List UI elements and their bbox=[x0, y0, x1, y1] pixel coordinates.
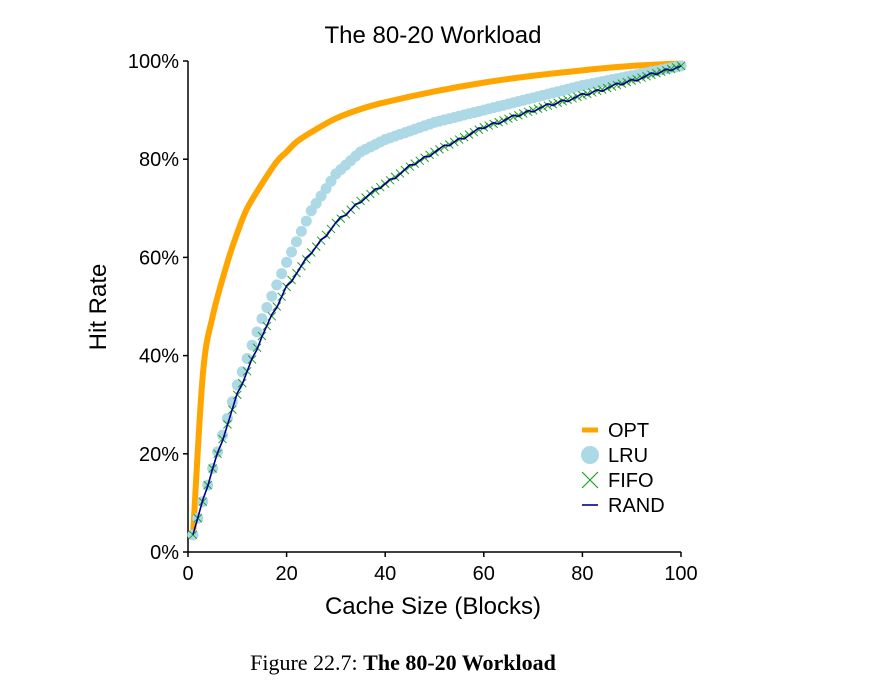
fifo-point bbox=[627, 76, 637, 85]
figure-caption: Figure 22.7: The 80-20 Workload bbox=[0, 650, 806, 676]
fifo-point bbox=[410, 159, 420, 168]
lru-point bbox=[286, 246, 298, 258]
lru-point bbox=[256, 313, 268, 325]
y-tick-label: 20% bbox=[139, 444, 179, 466]
series-fifo bbox=[188, 61, 686, 540]
fifo-point bbox=[420, 153, 429, 163]
lru-point bbox=[251, 326, 263, 338]
legend-label: RAND bbox=[608, 495, 665, 517]
fifo-point bbox=[592, 86, 602, 96]
fifo-point bbox=[647, 70, 656, 80]
fifo-point bbox=[543, 101, 553, 111]
lru-point bbox=[295, 225, 307, 237]
rand-line bbox=[192, 65, 682, 536]
legend-label: LRU bbox=[608, 445, 648, 467]
fifo-point bbox=[375, 182, 385, 192]
fifo-point bbox=[617, 79, 627, 88]
y-axis-label: Hit Rate bbox=[85, 264, 112, 351]
chart: The 80-20 Workload Hit Rate Cache Size (… bbox=[85, 22, 698, 620]
legend-item-lru: LRU bbox=[581, 445, 648, 467]
legend-item-rand: RAND bbox=[582, 495, 665, 517]
lru-point bbox=[276, 268, 288, 280]
fifo-point bbox=[459, 132, 469, 142]
legend-swatch-lru bbox=[581, 446, 599, 464]
fifo-point bbox=[405, 162, 415, 171]
fifo-point bbox=[440, 142, 449, 152]
caption-prefix: Figure 22.7: bbox=[250, 650, 364, 675]
axes: 0 20 40 60 80 100 0% 20% 40% 60% 80% 100% bbox=[128, 51, 698, 585]
fifo-point bbox=[425, 150, 434, 160]
fifo-point bbox=[597, 85, 607, 94]
y-tick-label: 80% bbox=[139, 149, 179, 171]
fifo-point bbox=[479, 122, 489, 132]
legend: OPT LRU FIFO RAND bbox=[581, 420, 665, 517]
legend-item-opt: OPT bbox=[582, 420, 649, 442]
fifo-point bbox=[523, 107, 533, 117]
fifo-point bbox=[509, 112, 518, 122]
y-tick-label: 60% bbox=[139, 247, 179, 269]
lru-point bbox=[261, 301, 273, 313]
fifo-point bbox=[632, 74, 641, 84]
y-tick-label: 0% bbox=[150, 542, 179, 564]
lru-point bbox=[281, 256, 293, 268]
lru-point bbox=[266, 290, 278, 302]
x-tick-label: 20 bbox=[275, 563, 297, 585]
fifo-point bbox=[454, 135, 464, 144]
fifo-point bbox=[661, 65, 671, 75]
fifo-point bbox=[563, 95, 572, 105]
chart-title: The 80-20 Workload bbox=[324, 22, 541, 49]
legend-swatch-fifo bbox=[581, 471, 599, 489]
series-lru bbox=[187, 60, 687, 541]
x-tick-label: 0 bbox=[182, 563, 193, 585]
legend-item-fifo: FIFO bbox=[581, 470, 654, 492]
x-tick-label: 100 bbox=[664, 563, 697, 585]
series-opt bbox=[189, 60, 684, 541]
fifo-point bbox=[666, 64, 676, 74]
lru-point bbox=[271, 279, 283, 291]
x-tick-label: 80 bbox=[571, 563, 593, 585]
x-tick-label: 60 bbox=[473, 563, 495, 585]
fifo-point bbox=[385, 175, 395, 185]
fifo-point bbox=[528, 105, 538, 115]
fifo-point bbox=[612, 80, 622, 90]
lru-point bbox=[300, 215, 312, 227]
caption-title: The 80-20 Workload bbox=[363, 650, 556, 675]
fifo-point bbox=[582, 89, 592, 99]
fifo-point bbox=[548, 99, 558, 109]
lru-point bbox=[290, 236, 302, 248]
fifo-point bbox=[489, 119, 499, 129]
x-tick-label: 40 bbox=[374, 563, 396, 585]
fifo-point bbox=[558, 96, 568, 106]
x-axis-label: Cache Size (Blocks) bbox=[325, 593, 541, 620]
fifo-point bbox=[513, 110, 523, 120]
legend-label: FIFO bbox=[608, 470, 654, 492]
legend-label: OPT bbox=[608, 420, 649, 442]
lru-point bbox=[246, 339, 258, 351]
fifo-point bbox=[651, 68, 661, 78]
y-tick-label: 100% bbox=[128, 51, 179, 73]
y-tick-label: 40% bbox=[139, 346, 179, 368]
fifo-point bbox=[474, 125, 484, 135]
opt-line bbox=[189, 60, 684, 541]
fifo-point bbox=[444, 140, 454, 149]
series-rand bbox=[192, 65, 682, 536]
fifo-point bbox=[578, 91, 587, 100]
fifo-point bbox=[494, 117, 503, 127]
series-layer bbox=[187, 60, 687, 541]
